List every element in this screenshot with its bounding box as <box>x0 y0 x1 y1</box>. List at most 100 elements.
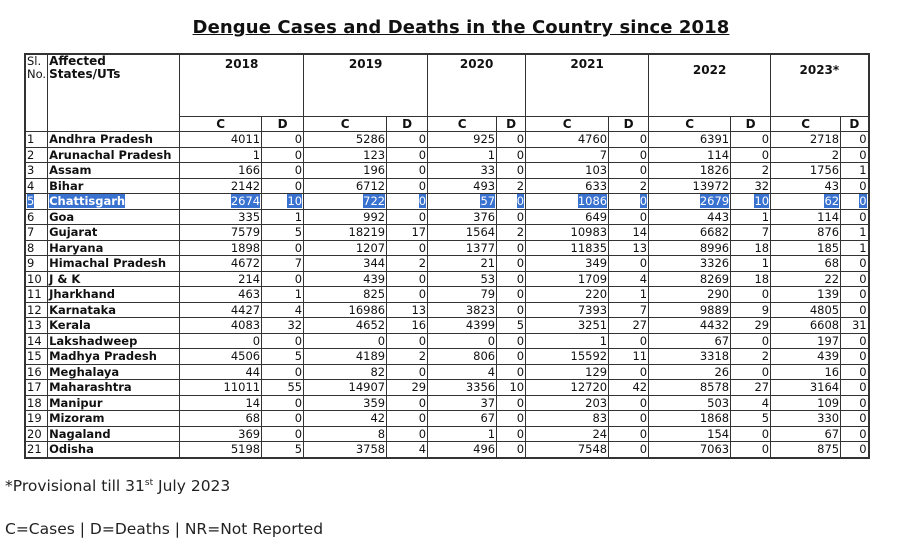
cases-cell-2022-text: 67 <box>714 333 730 348</box>
cases-cell-2019: 196 <box>303 162 388 179</box>
cases-cell-2022-text: 3318 <box>699 349 730 364</box>
deaths-cell-2019: 0 <box>386 332 429 349</box>
deaths-cell-2018-text: 0 <box>294 163 303 178</box>
state-name-cell-text: Gujarat <box>49 225 98 240</box>
deaths-cell-2022-text: 4 <box>761 395 770 410</box>
deaths-cell-2021: 0 <box>608 193 650 210</box>
cases-cell-2019-text: 1207 <box>355 240 386 255</box>
cases-cell-2021-text: 11835 <box>570 240 608 255</box>
deaths-cell-2022-text: 0 <box>761 442 770 457</box>
cases-cell-2020: 57 <box>427 193 498 210</box>
deaths-cell-2022: 2 <box>730 348 772 365</box>
cases-cell-2022-text: 154 <box>707 426 730 441</box>
cases-cell-2021: 24 <box>525 425 610 442</box>
cases-cell-2019-text: 992 <box>363 209 386 224</box>
deaths-cell-2023-text: 0 <box>859 256 867 271</box>
deaths-cell-2022: 0 <box>730 363 772 380</box>
sl-no-cell-text: 13 <box>27 318 42 333</box>
deaths-cell-2022-text: 0 <box>761 426 770 441</box>
deaths-cell-2019: 29 <box>386 379 429 396</box>
cases-cell-2020-text: 4399 <box>465 318 496 333</box>
deaths-cell-2019: 0 <box>386 286 429 303</box>
state-name-cell-text: Haryana <box>49 240 104 255</box>
cases-cell-2022-text: 3326 <box>699 256 730 271</box>
cases-cell-2023: 6608 <box>770 317 842 334</box>
cases-cell-2023: 2718 <box>770 131 842 148</box>
cases-cell-2019: 42 <box>303 410 388 427</box>
cases-cell-2023-text: 43 <box>824 178 840 193</box>
deaths-cell-2020: 2 <box>496 177 527 194</box>
deaths-cell-2018: 0 <box>261 239 305 256</box>
sl-no-cell: 20 <box>24 425 49 442</box>
cases-cell-2018-text: 14 <box>245 395 261 410</box>
cases-cell-2019-text: 42 <box>370 411 386 426</box>
cases-cell-2023: 3164 <box>770 379 842 396</box>
deaths-cell-2018: 0 <box>261 425 305 442</box>
state-name-cell: Mizoram <box>47 410 181 427</box>
sl-no-cell: 4 <box>24 177 49 194</box>
deaths-cell-2022-text: 0 <box>761 364 770 379</box>
header-row-years: Sl. No. Affected States/UTs 2018 2019 2020… <box>24 53 870 132</box>
state-name-cell-text: Maharashtra <box>49 380 132 395</box>
deaths-cell-2023-text: 0 <box>859 287 867 302</box>
table-row: 8 Haryana 1898 0 1207 0 1377 0 11835 13 8996 18 185 1 <box>24 239 870 256</box>
deaths-cell-2019: 0 <box>386 162 429 179</box>
cases-cell-2019: 359 <box>303 394 388 411</box>
deaths-cell-2022: 0 <box>730 441 772 458</box>
cases-cell-2020: 33 <box>427 162 498 179</box>
deaths-cell-2018-text: 7 <box>294 256 303 271</box>
deaths-cell-2022: 0 <box>730 425 772 442</box>
sl-no-cell: 8 <box>24 239 49 256</box>
state-name-cell: Karnataka <box>47 301 181 318</box>
deaths-cell-2018-text: 5 <box>294 225 303 240</box>
deaths-cell-2019-text: 0 <box>418 147 427 162</box>
cases-cell-2018-text: 166 <box>238 163 261 178</box>
cases-cell-2021-text: 7548 <box>577 442 608 457</box>
cases-cell-2019-text: 5286 <box>355 132 386 147</box>
deaths-cell-2023-text: 0 <box>859 395 867 410</box>
cases-cell-2018-text: 2674 <box>230 194 261 209</box>
cases-cell-2019-text: 6712 <box>355 178 386 193</box>
cases-cell-2019-text: 439 <box>363 271 386 286</box>
cases-cell-2020-text: 496 <box>473 442 496 457</box>
sl-no-cell: 12 <box>24 301 49 318</box>
cases-cell-2018: 463 <box>179 286 263 303</box>
cases-cell-2023: 185 <box>770 239 842 256</box>
cases-cell-2022: 154 <box>648 425 732 442</box>
cases-cell-2021-text: 220 <box>585 287 608 302</box>
deaths-cell-2020: 0 <box>496 425 527 442</box>
cases-cell-2019-text: 0 <box>377 333 386 348</box>
col-header-deaths: D <box>496 116 527 132</box>
deaths-cell-2019: 0 <box>386 146 429 163</box>
cases-cell-2023: 22 <box>770 270 842 287</box>
cases-cell-2019-text: 8 <box>377 426 386 441</box>
cases-cell-2019-text: 825 <box>363 287 386 302</box>
cases-cell-2023-text: 139 <box>817 287 840 302</box>
cases-cell-2023: 16 <box>770 363 842 380</box>
cases-cell-2019: 5286 <box>303 131 388 148</box>
sl-no-cell: 6 <box>24 208 49 225</box>
deaths-cell-2023: 0 <box>840 255 870 272</box>
deaths-cell-2018: 1 <box>261 286 305 303</box>
deaths-cell-2022: 2 <box>730 162 772 179</box>
deaths-cell-2023: 0 <box>840 193 870 210</box>
cases-cell-2022: 4432 <box>648 317 732 334</box>
cases-cell-2020-text: 376 <box>473 209 496 224</box>
deaths-cell-2023-text: 0 <box>859 147 867 162</box>
col-header-year: 2022 <box>648 53 772 117</box>
deaths-cell-2018-text: 0 <box>294 411 303 426</box>
cases-cell-2022: 13972 <box>648 177 732 194</box>
cases-cell-2018: 68 <box>179 410 263 427</box>
sl-no-cell-text: 21 <box>27 442 42 457</box>
deaths-cell-2021: 27 <box>608 317 650 334</box>
deaths-cell-2023-text: 0 <box>859 442 867 457</box>
cases-cell-2019-text: 196 <box>363 163 386 178</box>
deaths-cell-2022: 10 <box>730 193 772 210</box>
cases-cell-2023: 876 <box>770 224 842 241</box>
deaths-cell-2018-text: 0 <box>294 240 303 255</box>
deaths-cell-2022: 0 <box>730 332 772 349</box>
deaths-cell-2018: 0 <box>261 363 305 380</box>
state-name-cell-text: Kerala <box>49 318 91 333</box>
deaths-cell-2023-text: 0 <box>859 178 867 193</box>
